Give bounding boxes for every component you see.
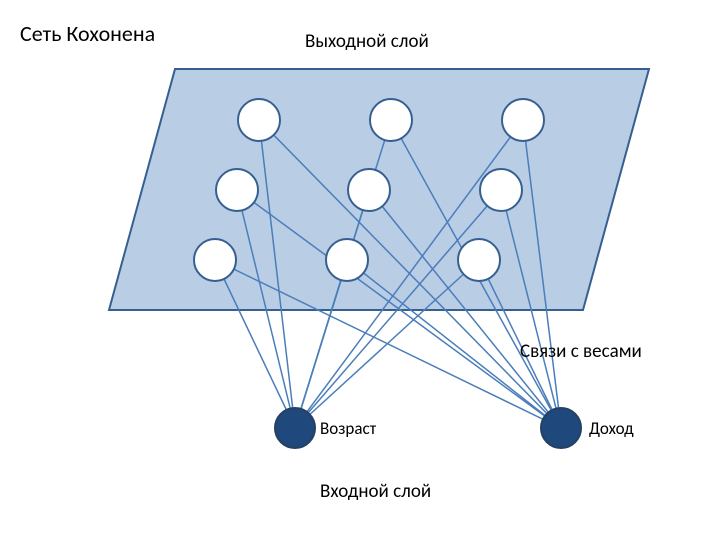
output-node xyxy=(480,169,522,211)
kohonen-diagram xyxy=(0,0,720,540)
title-label: Сеть Кохонена xyxy=(20,20,155,47)
output-node xyxy=(216,169,258,211)
input-node-income xyxy=(541,408,581,448)
output-node xyxy=(458,239,500,281)
output-node xyxy=(326,239,368,281)
income-label: Доход xyxy=(589,418,634,439)
input-layer-label: Входной слой xyxy=(320,480,431,503)
output-node xyxy=(370,99,412,141)
input-node-age xyxy=(275,408,315,448)
weights-label: Связи с весами xyxy=(520,340,642,363)
output-node xyxy=(348,169,390,211)
output-node xyxy=(502,99,544,141)
output-layer-label: Выходной слой xyxy=(305,30,429,53)
age-label: Возраст xyxy=(320,418,376,439)
output-node xyxy=(194,239,236,281)
output-node xyxy=(238,99,280,141)
